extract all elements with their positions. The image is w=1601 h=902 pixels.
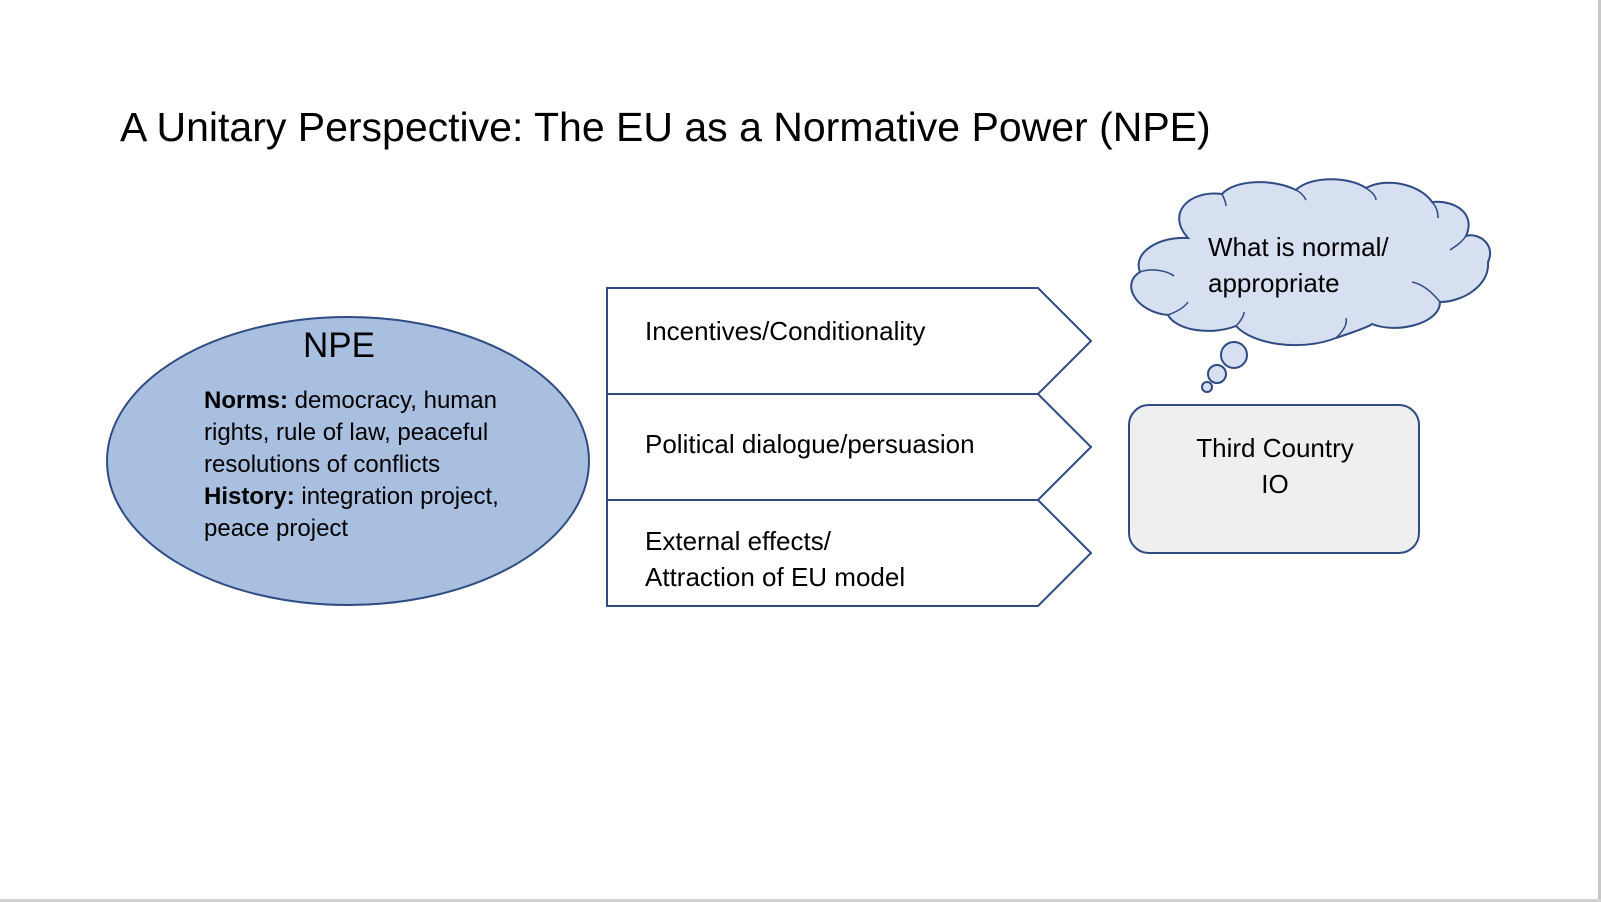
thought-cloud <box>1130 178 1491 393</box>
history-label: History: <box>204 483 295 510</box>
npe-description: Norms: democracy, human rights, rule of … <box>204 385 499 545</box>
third-country-label: Third Country IO <box>1130 430 1420 502</box>
history-text: integration project, <box>294 483 499 510</box>
norms-text: democracy, human <box>288 387 497 414</box>
cloud-label-line2: appropriate <box>1208 268 1340 298</box>
arrow-external-effects <box>606 499 1093 607</box>
npe-norms-line2: rights, rule of law, peaceful <box>204 419 489 446</box>
third-country-line2: IO <box>1261 469 1289 499</box>
slide-border-bottom <box>0 899 1601 902</box>
cloud-inner-lines <box>1139 187 1467 339</box>
npe-norms-line1: Norms: democracy, human <box>204 385 499 417</box>
third-country-box <box>1128 404 1420 554</box>
arrow-political-dialogue <box>606 393 1093 501</box>
arrow-political-dialogue-label: Political dialogue/persuasion <box>645 429 975 459</box>
npe-norms-line3: resolutions of conflicts <box>204 451 441 478</box>
npe-ellipse <box>106 316 590 606</box>
cloud-bubble-small <box>1201 381 1213 393</box>
npe-heading: NPE <box>303 326 375 365</box>
norms-label: Norms: <box>204 387 289 414</box>
arrow-external-effects-line2: Attraction of EU model <box>645 562 906 592</box>
arrow-incentives-label: Incentives/Conditionality <box>645 316 926 346</box>
cloud-bubble-medium <box>1207 364 1227 384</box>
slide-border-right <box>1598 0 1601 902</box>
npe-history-line1: History: integration project, <box>204 481 499 513</box>
arrow-external-effects-label: External effects/ Attraction of EU model <box>645 523 905 595</box>
cloud-label-line1: What is normal/ <box>1208 232 1389 262</box>
slide-title: A Unitary Perspective: The EU as a Norma… <box>120 104 1211 150</box>
third-country-line1: Third Country <box>1196 433 1354 463</box>
cloud-label: What is normal/ appropriate <box>1208 229 1389 301</box>
arrow-incentives <box>606 287 1093 395</box>
npe-history-line2: peace project <box>204 515 349 542</box>
arrow-external-effects-line1: External effects/ <box>645 526 831 556</box>
cloud-bubble-large <box>1220 341 1248 369</box>
